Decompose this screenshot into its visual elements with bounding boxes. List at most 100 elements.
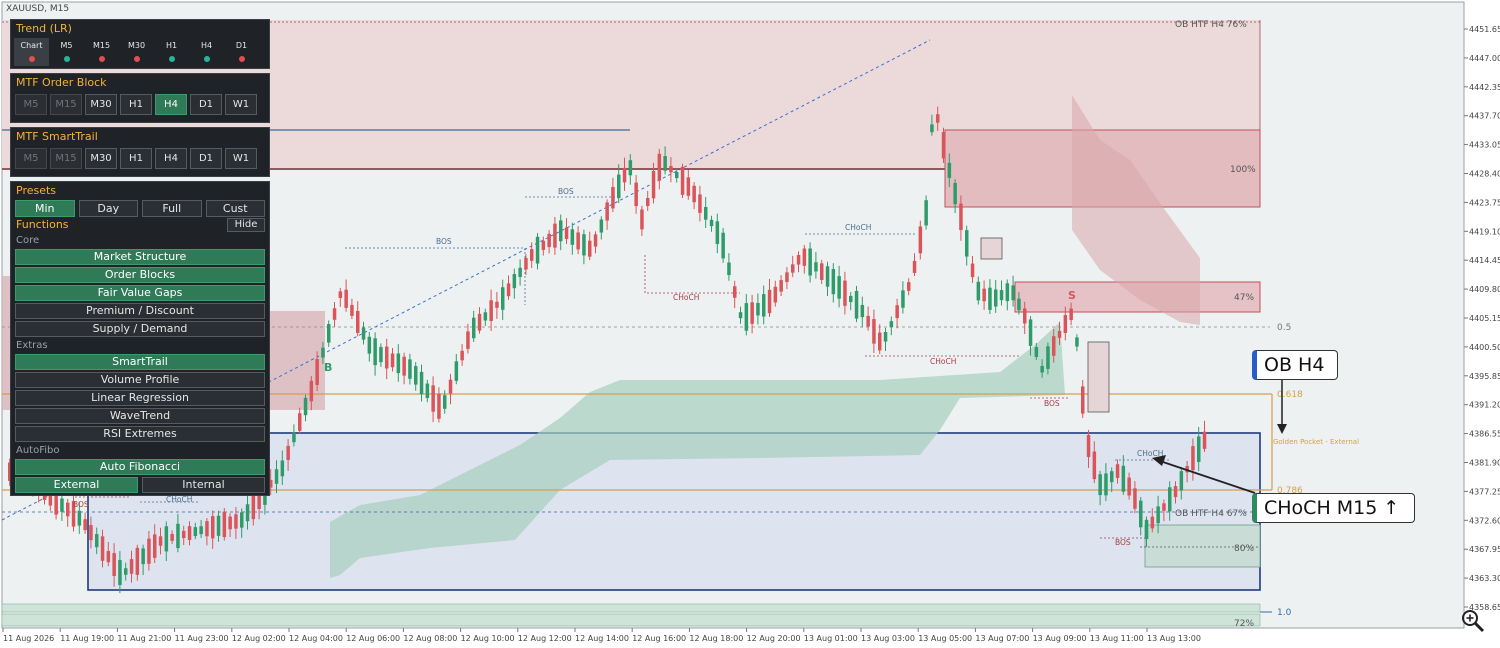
candle-body: [129, 559, 134, 574]
candle-body: [443, 395, 447, 409]
order-block-m30-button[interactable]: M30: [85, 94, 117, 115]
label-ob-htf-mid: OB HTF H4 67%: [1175, 509, 1247, 519]
preset-min-button[interactable]: Min: [15, 200, 75, 217]
candle-body: [901, 290, 905, 308]
candle-body: [390, 353, 395, 368]
smart-trail-w1-button[interactable]: W1: [225, 148, 257, 169]
order-block-d1-button[interactable]: D1: [190, 94, 222, 115]
candle-body: [327, 324, 331, 343]
trend-cell-label: M30: [127, 41, 146, 50]
extras-smarttrail-button[interactable]: SmartTrail: [15, 354, 265, 370]
candle-body: [756, 302, 760, 316]
trend-cell-chart[interactable]: Chart: [14, 38, 49, 66]
candle-body: [1104, 473, 1108, 496]
candle-body: [309, 380, 314, 402]
candle-body: [280, 460, 285, 477]
candle-body: [953, 182, 957, 205]
trend-cell-m5[interactable]: M5: [49, 38, 84, 66]
candle-body: [448, 379, 453, 394]
price-tick-label: 4419.10: [1469, 227, 1500, 236]
extras-rsi-extremes-button[interactable]: RSI Extremes: [15, 426, 265, 442]
candle-body: [112, 553, 116, 576]
core-section-label: Core: [16, 235, 40, 246]
trend-cell-m30[interactable]: M30: [119, 38, 154, 66]
choch-label-3: CHoCH: [930, 357, 956, 366]
label-ob-htf-top: OB HTF H4 76%: [1175, 20, 1247, 30]
trend-cell-h1[interactable]: H1: [154, 38, 189, 66]
preset-day-button[interactable]: Day: [78, 200, 138, 217]
presets-title: Presets: [16, 184, 57, 197]
candle-body: [483, 312, 488, 321]
candle-body: [605, 202, 609, 221]
order-block-h1-button[interactable]: H1: [120, 94, 152, 115]
price-tick-label: 4395.85: [1469, 372, 1500, 381]
order-block-m15-button[interactable]: M15: [50, 94, 82, 115]
order-block-h4-button[interactable]: H4: [155, 94, 187, 115]
core-market-structure-button[interactable]: Market Structure: [15, 249, 265, 265]
order-block-w1-button[interactable]: W1: [225, 94, 257, 115]
time-tick-label: 13 Aug 13:00: [1147, 634, 1201, 643]
candle-body: [240, 512, 244, 528]
core-order-blocks-button[interactable]: Order Blocks: [15, 267, 265, 283]
auto-fibonacci-button[interactable]: Auto Fibonacci: [15, 459, 265, 475]
smart-trail-m30-button[interactable]: M30: [85, 148, 117, 169]
candle-body: [373, 338, 377, 366]
core-supply-demand-button[interactable]: Supply / Demand: [15, 321, 265, 337]
candle-body: [71, 501, 76, 527]
candle-body: [431, 385, 435, 412]
smart-trail-h1-button[interactable]: H1: [120, 148, 152, 169]
preset-cust-button[interactable]: Cust: [205, 200, 265, 217]
candle-body: [1191, 446, 1195, 471]
hide-button[interactable]: Hide: [227, 217, 265, 232]
trend-cell-d1[interactable]: D1: [224, 38, 259, 66]
candle-body: [802, 248, 807, 266]
core-premium-discount-button[interactable]: Premium / Discount: [15, 303, 265, 319]
candle-body: [489, 300, 493, 321]
time-tick-label: 13 Aug 05:00: [918, 634, 972, 643]
trend-status-dot: [238, 56, 245, 62]
candle-body: [1144, 519, 1149, 540]
core-fair-value-gaps-button[interactable]: Fair Value Gaps: [15, 285, 265, 301]
candle-body: [1202, 431, 1207, 449]
candle-body: [535, 236, 540, 264]
candle-body: [1179, 471, 1184, 491]
candle-body: [785, 272, 789, 283]
price-tick-label: 4372.60: [1469, 516, 1500, 525]
choch-label-1: CHoCH: [845, 223, 871, 232]
extras-wavetrend-button[interactable]: WaveTrend: [15, 408, 265, 424]
trend-status-dot: [63, 56, 70, 62]
candle-body: [936, 114, 940, 123]
internal-button[interactable]: Internal: [142, 477, 265, 493]
smart-trail-h4-button[interactable]: H4: [155, 148, 187, 169]
preset-full-button[interactable]: Full: [142, 200, 202, 217]
candle-body: [1005, 283, 1010, 302]
trend-cell-m15[interactable]: M15: [84, 38, 119, 66]
bos-label-3: BOS: [1044, 399, 1060, 408]
candle-body: [54, 486, 58, 515]
candle-body: [860, 304, 865, 318]
smart-trail-m5-button[interactable]: M5: [15, 148, 47, 169]
callout-choch-m15: CHoCH M15 ↑: [1252, 493, 1415, 523]
candle-body: [744, 303, 749, 331]
candle-body: [216, 515, 221, 536]
candle-body: [1086, 435, 1091, 457]
time-tick-label: 13 Aug 09:00: [1033, 634, 1087, 643]
external-button[interactable]: External: [15, 477, 138, 493]
candle-body: [1028, 319, 1033, 346]
extras-linear-regression-button[interactable]: Linear Regression: [15, 390, 265, 406]
smart-trail-m15-button[interactable]: M15: [50, 148, 82, 169]
extras-volume-profile-button[interactable]: Volume Profile: [15, 372, 265, 388]
candle-body: [303, 397, 308, 416]
candle-body: [564, 227, 569, 239]
zoom-icon[interactable]: [1460, 608, 1486, 634]
smart-trail-d1-button[interactable]: D1: [190, 148, 222, 169]
candle-body: [779, 280, 783, 292]
price-tick-label: 4367.95: [1469, 545, 1500, 554]
order-block-m5-button[interactable]: M5: [15, 94, 47, 115]
trend-cell-h4[interactable]: H4: [189, 38, 224, 66]
candle-body: [669, 166, 673, 173]
time-tick-label: 11 Aug 19:00: [60, 634, 114, 643]
candle-body: [60, 498, 64, 512]
candle-body: [651, 170, 656, 199]
time-tick-label: 12 Aug 06:00: [346, 634, 400, 643]
